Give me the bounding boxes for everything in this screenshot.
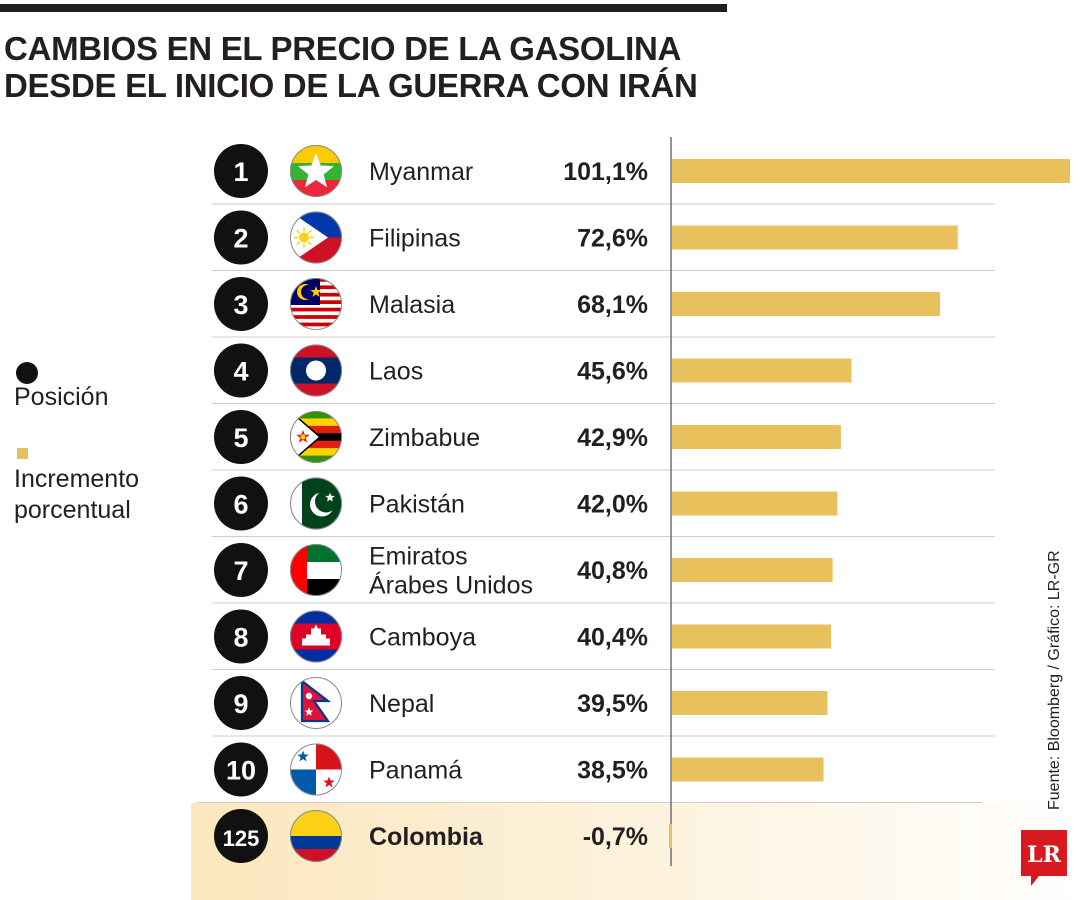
rank-circle xyxy=(214,410,268,464)
country-label: Panamá xyxy=(369,757,462,785)
country-label: Zimbabue xyxy=(369,424,480,452)
rank-label: 5 xyxy=(233,423,248,453)
legend-position-label: Posición xyxy=(14,383,109,411)
country-label: Colombia xyxy=(369,823,484,851)
rank-circle xyxy=(214,676,268,730)
rank-circle xyxy=(214,742,268,797)
lr-logo: LR xyxy=(1021,830,1067,886)
uae-flag-icon xyxy=(290,544,342,596)
rank-label: 125 xyxy=(223,826,260,851)
rank-label: 6 xyxy=(233,490,248,520)
rank-label: 9 xyxy=(233,689,248,719)
value-label: 68,1% xyxy=(577,291,648,319)
nepal-flag-icon xyxy=(290,677,342,729)
bar xyxy=(672,225,958,250)
rank-label: 2 xyxy=(233,224,248,254)
value-label: 40,4% xyxy=(577,624,648,652)
bar xyxy=(669,824,672,848)
bar xyxy=(672,292,941,316)
value-label: 38,5% xyxy=(577,757,648,785)
value-label: 101,1% xyxy=(563,158,648,186)
pakistan-flag-icon xyxy=(290,477,342,530)
value-label: 45,6% xyxy=(577,358,648,386)
country-label: Laos xyxy=(369,358,423,386)
cambodia-flag-icon xyxy=(290,610,342,663)
rank-circle xyxy=(214,809,268,863)
chart-title-line-1: CAMBIOS EN EL PRECIO DE LA GASOLINA xyxy=(4,30,682,67)
bar xyxy=(672,358,852,383)
value-label: 39,5% xyxy=(577,690,648,718)
bar xyxy=(672,425,841,449)
panama-flag-icon xyxy=(290,743,342,796)
legend-increase-label: Incremento porcentual xyxy=(14,465,140,524)
rank-label: 4 xyxy=(233,357,248,387)
rank-label: 3 xyxy=(233,290,248,320)
rank-label: 10 xyxy=(226,756,256,786)
bar xyxy=(672,491,838,516)
country-label: Pakistán xyxy=(369,491,465,519)
country-label: Filipinas xyxy=(369,225,461,253)
malaysia-flag-icon xyxy=(290,278,342,330)
bar xyxy=(672,558,833,582)
rank-circle xyxy=(214,543,268,597)
bar xyxy=(672,624,832,649)
value-label: 42,0% xyxy=(577,491,648,519)
rank-circle xyxy=(214,609,268,664)
laos-flag-icon xyxy=(290,344,342,397)
source-note: Fuente: Bloomberg / Gráfico: LR-GR xyxy=(1046,550,1063,810)
chart-title: CAMBIOS EN EL PRECIO DE LA GASOLINA DESD… xyxy=(4,30,744,104)
rank-circle xyxy=(214,476,268,531)
value-label: 40,8% xyxy=(577,557,648,585)
rank-circle xyxy=(214,144,268,198)
value-label: -0,7% xyxy=(583,823,648,851)
value-label: 42,9% xyxy=(577,424,648,452)
legend-position-dot xyxy=(16,362,38,384)
zimbabwe-flag-icon xyxy=(290,411,342,463)
rank-label: 1 xyxy=(233,157,248,187)
country-label: Malasia xyxy=(369,291,455,319)
bar xyxy=(672,757,824,782)
legend-increase-swatch xyxy=(17,448,28,459)
country-label: Nepal xyxy=(369,690,434,718)
svg-text:LR: LR xyxy=(1027,842,1061,868)
philippines-flag-icon xyxy=(290,211,342,264)
country-label: Camboya xyxy=(369,624,476,652)
value-label: 72,6% xyxy=(577,225,648,253)
top-rule xyxy=(0,4,727,12)
country-label: Emiratos Árabes Unidos xyxy=(369,543,533,600)
rank-circle xyxy=(214,343,268,398)
rank-circle xyxy=(214,210,268,265)
bar xyxy=(672,159,1070,183)
chart-title-line-2: DESDE EL INICIO DE LA GUERRA CON IRÁN xyxy=(4,67,698,104)
highlight-band xyxy=(191,803,1080,900)
rank-circle xyxy=(214,277,268,331)
country-label: Myanmar xyxy=(369,158,473,186)
myanmar-flag-icon xyxy=(290,145,342,197)
rank-label: 8 xyxy=(233,623,248,653)
bar xyxy=(672,691,828,715)
rank-label: 7 xyxy=(233,556,248,586)
